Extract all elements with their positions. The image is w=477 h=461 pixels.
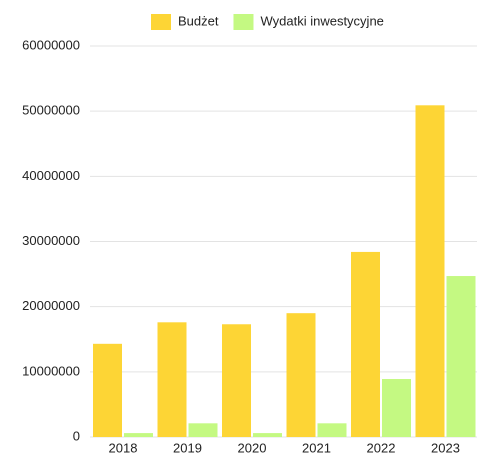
bar: [222, 324, 251, 437]
x-tick-label: 2019: [173, 440, 202, 455]
bar: [286, 313, 316, 437]
x-tick-label: 2018: [109, 440, 138, 455]
bar: [415, 105, 445, 437]
bar: [93, 343, 122, 437]
x-tick-label: 2020: [238, 440, 267, 455]
y-tick-label: 40000000: [22, 168, 80, 183]
bar: [317, 423, 347, 437]
legend-label: Budżet: [178, 13, 219, 28]
bar: [188, 423, 218, 437]
bar: [351, 251, 380, 437]
x-tick-label: 2022: [367, 440, 396, 455]
y-tick-label: 50000000: [22, 103, 80, 118]
x-tick-label: 2021: [302, 440, 331, 455]
legend-swatch: [151, 14, 171, 30]
y-tick-label: 20000000: [22, 298, 80, 313]
legend-swatch: [233, 14, 254, 30]
y-tick-label: 30000000: [22, 233, 80, 248]
y-tick-label: 0: [73, 428, 80, 443]
y-tick-label: 60000000: [22, 37, 80, 52]
bar: [382, 379, 411, 437]
bar: [253, 433, 282, 437]
legend-label: Wydatki inwestycyjne: [260, 13, 383, 28]
bar: [446, 276, 476, 437]
bar: [157, 322, 187, 437]
x-tick-label: 2023: [431, 440, 460, 455]
bar: [124, 433, 153, 437]
y-tick-label: 10000000: [22, 363, 80, 378]
